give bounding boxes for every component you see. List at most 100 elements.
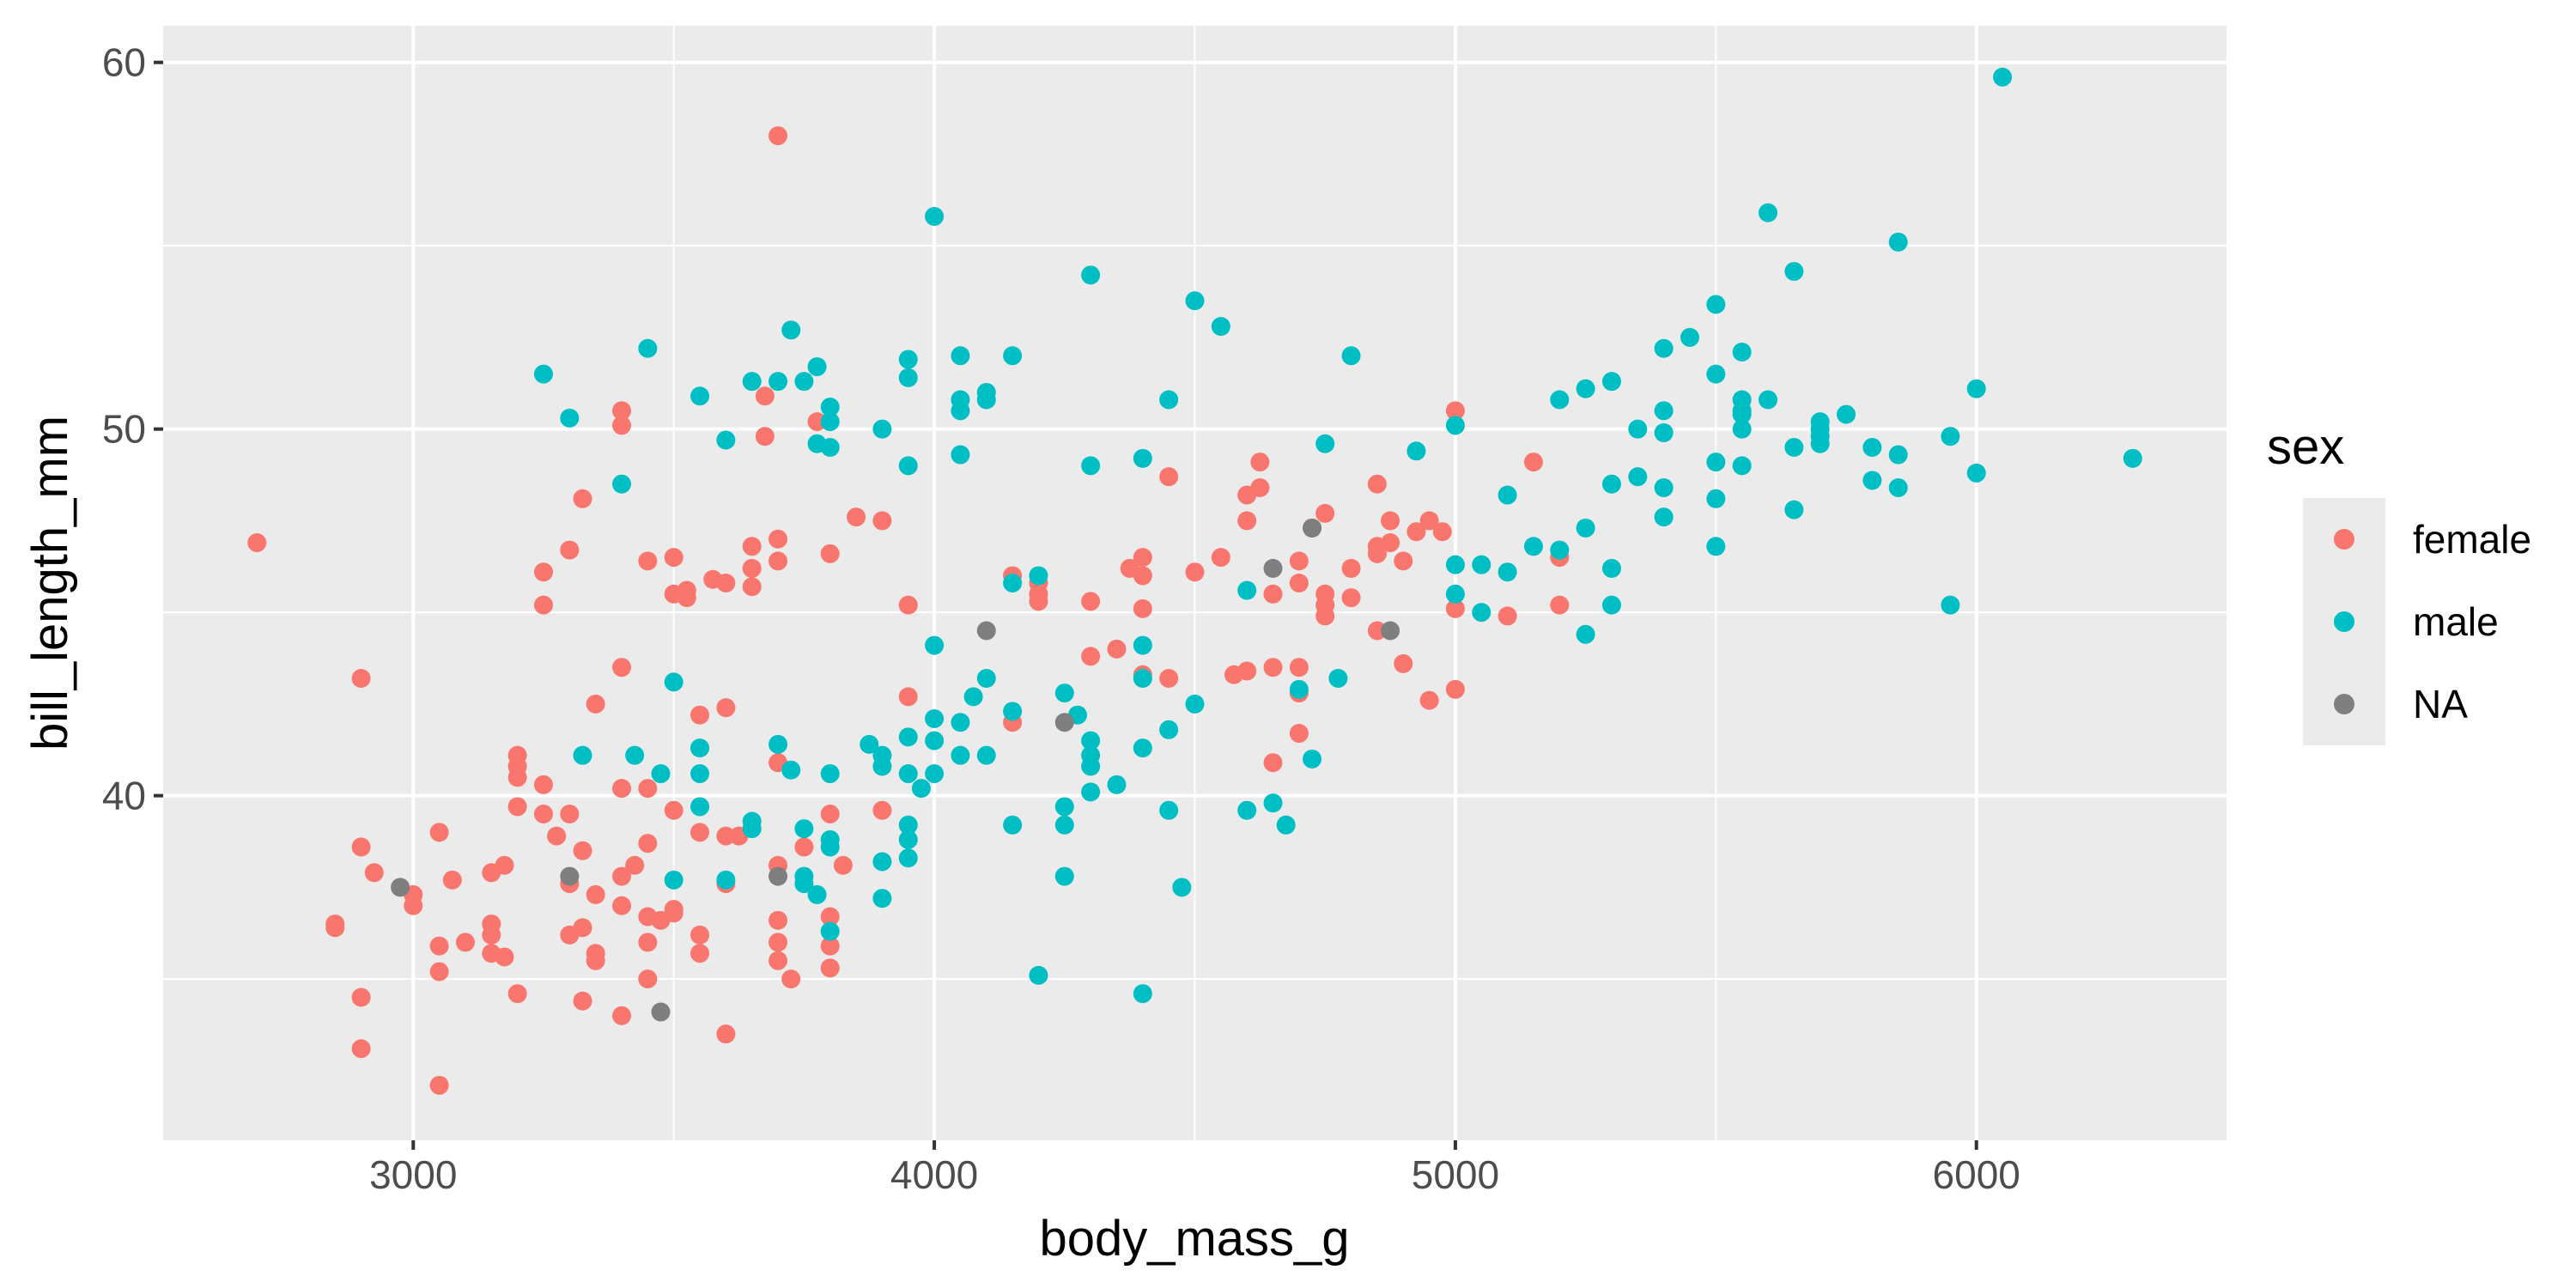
point-female bbox=[638, 834, 658, 854]
point-na bbox=[769, 866, 788, 886]
legend: sex female male NA bbox=[2267, 419, 2531, 745]
point-female bbox=[560, 540, 580, 560]
point-male bbox=[898, 764, 918, 784]
point-male bbox=[1550, 540, 1570, 560]
point-male bbox=[1706, 453, 1726, 472]
point-male bbox=[1445, 416, 1465, 435]
point-male bbox=[716, 870, 736, 890]
point-female bbox=[429, 823, 449, 842]
point-male bbox=[898, 848, 918, 868]
point-female bbox=[664, 903, 683, 923]
point-male bbox=[573, 745, 592, 765]
point-female bbox=[690, 944, 710, 963]
point-female bbox=[404, 896, 423, 915]
point-female bbox=[820, 804, 840, 823]
point-male bbox=[625, 745, 645, 765]
point-female bbox=[677, 588, 696, 608]
point-male bbox=[820, 412, 840, 432]
point-female bbox=[351, 669, 371, 689]
point-male bbox=[1601, 595, 1621, 615]
point-female bbox=[690, 925, 710, 945]
point-male bbox=[1472, 603, 1492, 623]
point-male bbox=[951, 401, 970, 421]
point-male bbox=[911, 779, 931, 799]
point-male bbox=[612, 474, 631, 494]
point-male bbox=[1941, 427, 1960, 447]
point-male bbox=[1445, 584, 1465, 604]
point-female bbox=[1133, 566, 1152, 586]
point-female bbox=[612, 866, 631, 886]
legend-key-male bbox=[2334, 611, 2354, 632]
point-female bbox=[1315, 503, 1335, 523]
point-male bbox=[1211, 317, 1230, 337]
point-female bbox=[781, 969, 801, 989]
point-male bbox=[1706, 295, 1726, 314]
point-male bbox=[1159, 720, 1179, 739]
point-male bbox=[898, 829, 918, 849]
point-female bbox=[612, 1005, 631, 1025]
point-male bbox=[951, 713, 970, 732]
point-male bbox=[1732, 404, 1752, 424]
point-female bbox=[612, 779, 631, 799]
point-male bbox=[1054, 866, 1074, 886]
point-female bbox=[1185, 562, 1205, 582]
point-male bbox=[1654, 507, 1674, 527]
point-male bbox=[1888, 445, 1908, 465]
point-male bbox=[1654, 338, 1674, 358]
point-male bbox=[1054, 797, 1074, 817]
x-tick-label: 4000 bbox=[890, 1152, 978, 1197]
point-female bbox=[1159, 669, 1179, 689]
point-female bbox=[429, 962, 449, 981]
point-male bbox=[1263, 793, 1283, 813]
point-male bbox=[769, 372, 788, 392]
point-male bbox=[781, 760, 801, 780]
legend-label-female: female bbox=[2413, 517, 2531, 562]
point-male bbox=[1706, 537, 1726, 556]
point-male bbox=[976, 669, 996, 689]
point-male bbox=[1654, 477, 1674, 497]
data-points bbox=[247, 67, 2142, 1095]
point-female bbox=[820, 544, 840, 563]
point-male bbox=[872, 852, 892, 872]
y-axis-ticks: 40 50 60 bbox=[102, 40, 163, 818]
point-male bbox=[1303, 749, 1322, 769]
point-female bbox=[1081, 592, 1101, 611]
point-female bbox=[442, 870, 462, 890]
point-male bbox=[1732, 419, 1752, 439]
point-male bbox=[1172, 878, 1192, 897]
point-male bbox=[794, 372, 814, 392]
point-female bbox=[1445, 401, 1465, 421]
point-female bbox=[1159, 467, 1179, 487]
point-female bbox=[247, 533, 267, 553]
legend-title: sex bbox=[2267, 419, 2344, 475]
point-female bbox=[820, 958, 840, 978]
point-male bbox=[951, 445, 970, 465]
y-tick-label: 60 bbox=[102, 40, 146, 85]
point-female bbox=[638, 969, 658, 989]
point-male bbox=[1107, 775, 1127, 794]
point-male bbox=[1601, 558, 1621, 578]
x-axis-ticks: 3000 4000 5000 6000 bbox=[369, 1140, 2020, 1197]
point-male bbox=[794, 819, 814, 839]
point-male bbox=[1081, 756, 1101, 776]
point-female bbox=[1289, 724, 1309, 744]
point-female bbox=[1419, 511, 1439, 531]
point-female bbox=[507, 768, 527, 787]
point-male bbox=[1237, 580, 1257, 600]
point-female bbox=[351, 837, 371, 857]
point-female bbox=[1523, 453, 1543, 472]
point-male bbox=[1654, 401, 1674, 421]
point-male bbox=[664, 672, 683, 692]
point-female bbox=[664, 800, 683, 820]
point-female bbox=[533, 595, 553, 615]
point-female bbox=[742, 577, 762, 597]
y-axis-title: bill_length_mm bbox=[22, 416, 78, 750]
point-female bbox=[1445, 679, 1465, 699]
point-male bbox=[1732, 456, 1752, 476]
legend-key-na bbox=[2334, 694, 2354, 714]
point-male bbox=[925, 731, 945, 750]
point-male bbox=[1003, 574, 1023, 592]
point-male bbox=[690, 386, 710, 406]
point-male bbox=[1576, 624, 1595, 644]
point-male bbox=[1784, 438, 1804, 458]
